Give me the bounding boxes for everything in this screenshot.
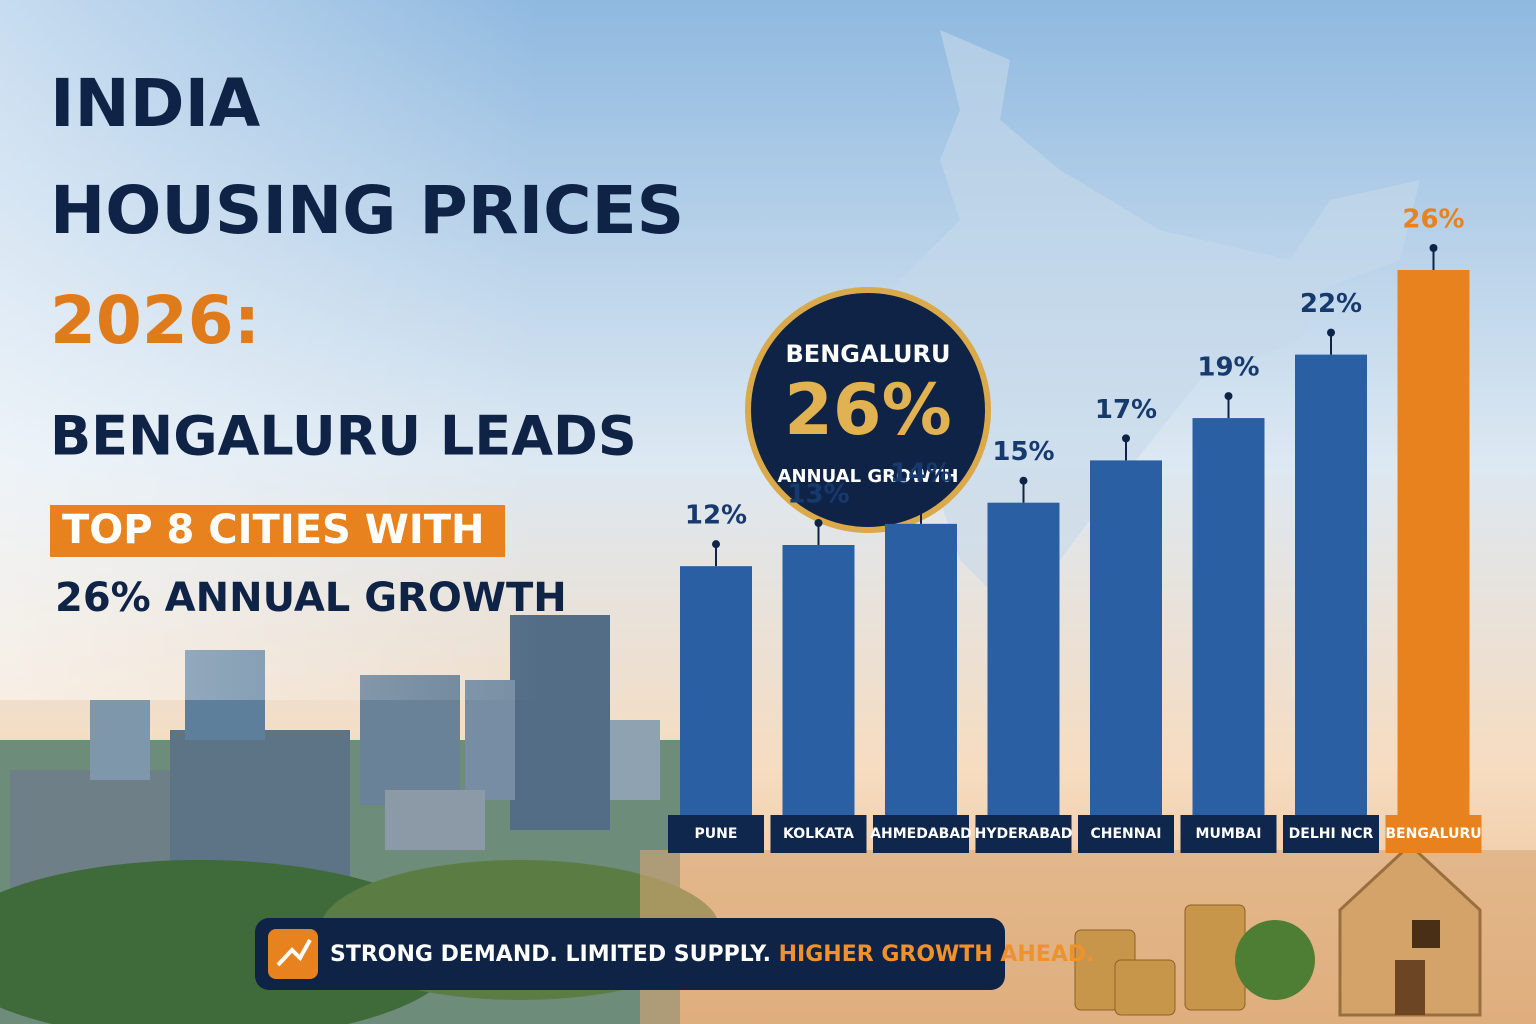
badge-city: BENGALURU xyxy=(786,340,951,368)
category-tab xyxy=(1283,815,1379,853)
value-label: 19% xyxy=(1197,353,1259,383)
x-tick-label: DELHI NCR xyxy=(1289,826,1374,842)
india-map xyxy=(860,30,1420,610)
bar xyxy=(1397,270,1470,820)
category-tab xyxy=(1078,815,1174,853)
value-label: 22% xyxy=(1300,289,1362,319)
bar xyxy=(1295,354,1367,820)
subtitle-box xyxy=(50,505,505,557)
label-dot xyxy=(1019,476,1028,485)
bar xyxy=(680,566,752,820)
x-tick-label: AHMEDABAD xyxy=(870,826,972,842)
banner-highlight: HIGHER GROWTH AHEAD. xyxy=(779,942,1095,967)
x-tick-label: CHENNAI xyxy=(1090,826,1161,842)
subtitle: TOP 8 CITIES WITH xyxy=(62,507,485,553)
value-label: 15% xyxy=(992,437,1054,467)
house xyxy=(1338,842,1482,1017)
category-tab xyxy=(1385,815,1482,853)
value-label: 14% xyxy=(890,458,952,488)
category-tab xyxy=(770,815,867,853)
x-tick-label: HYDERABAD xyxy=(975,826,1073,842)
coins xyxy=(1074,904,1246,1016)
plant xyxy=(1235,920,1315,1000)
x-tick-label: BENGALURU xyxy=(1385,826,1481,842)
label-dot xyxy=(1429,244,1438,252)
label-dot xyxy=(1327,328,1335,337)
value-label: 26% xyxy=(1402,205,1464,235)
category-tab xyxy=(975,815,1072,853)
banner-text: STRONG DEMAND. LIMITED SUPPLY. HIGHER GR… xyxy=(330,942,1095,967)
skyline xyxy=(0,615,720,1024)
value-label: 12% xyxy=(685,501,747,531)
value-label: 17% xyxy=(1095,395,1157,425)
label-dot xyxy=(814,519,823,527)
label-dot xyxy=(1122,434,1130,443)
value-label: 13% xyxy=(787,480,849,510)
label-dot xyxy=(917,497,925,506)
banner: STRONG DEMAND. LIMITED SUPPLY. HIGHER GR… xyxy=(255,918,1095,990)
x-tick-label: PUNE xyxy=(695,826,738,842)
bar xyxy=(885,523,957,820)
bar xyxy=(1090,460,1162,820)
banner-part: STRONG DEMAND. LIMITED SUPPLY. xyxy=(330,942,771,967)
label-dot xyxy=(1224,392,1233,401)
title-line: HOUSING PRICES xyxy=(50,172,684,249)
x-tick-label: KOLKATA xyxy=(783,826,854,842)
badge-value: 26% xyxy=(784,369,952,451)
bar xyxy=(782,545,855,820)
label-dot xyxy=(712,540,720,549)
title-line: INDIA xyxy=(50,65,260,142)
badge: BENGALURU 26% ANNUAL GROWTH xyxy=(745,287,991,533)
badge-caption: ANNUAL GROWTH xyxy=(778,466,959,487)
title-line: BENGALURU LEADS xyxy=(50,405,637,468)
category-tab xyxy=(1180,815,1277,853)
title-year: 2026: xyxy=(50,282,260,359)
bar xyxy=(987,502,1060,820)
category-tab xyxy=(668,815,764,853)
x-tick-label: MUMBAI xyxy=(1196,826,1262,842)
bars: 12% PUNE 13% KOLKATA 14% AHMEDABAD 15% HYDERABA… xyxy=(668,205,1482,853)
bar xyxy=(1192,418,1265,820)
subtitle: 26% ANNUAL GROWTH xyxy=(55,575,567,621)
category-tab xyxy=(873,815,969,853)
